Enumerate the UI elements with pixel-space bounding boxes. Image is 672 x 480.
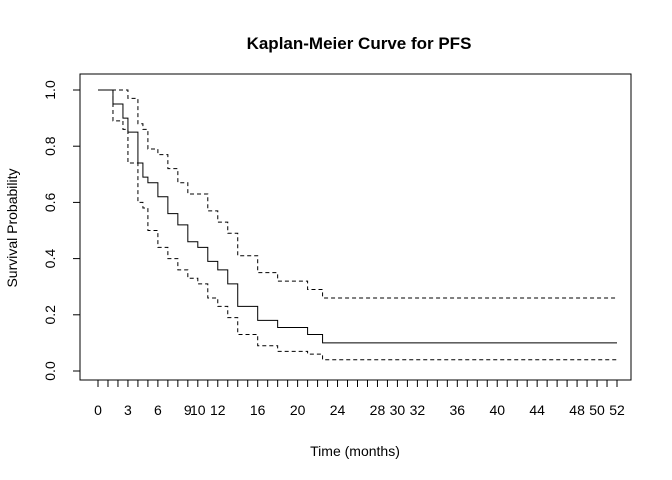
x-tick-label: 36 (450, 402, 466, 418)
y-axis-label: Survival Probability (4, 168, 20, 287)
y-tick-label: 1.0 (42, 80, 58, 100)
survival-curve (98, 89, 617, 344)
curves-layer (98, 89, 617, 361)
confidence-band-curve-1 (98, 89, 617, 299)
y-tick-label: 0.8 (42, 136, 58, 156)
y-tick-label: 0.0 (42, 361, 58, 381)
x-tick-label: 32 (410, 402, 426, 418)
y-tick-label: 0.4 (42, 249, 58, 269)
x-axis: 0 3 6 910 12 16 20 24 28 30 32 36 40 44 48 50 52 (94, 379, 625, 418)
x-tick-label: 9 (184, 402, 192, 418)
x-tick-label: 3 (124, 402, 132, 418)
x-tick-label: 28 (370, 402, 386, 418)
x-tick-label: 10 (190, 402, 206, 418)
plot-area-frame (79, 73, 632, 381)
y-tick-label: 0.2 (42, 305, 58, 325)
y-axis: 0.0 0.2 0.4 0.6 0.8 1.0 (42, 80, 81, 381)
x-tick-label: 0 (94, 402, 102, 418)
x-tick-label: 6 (154, 402, 162, 418)
x-tick-label: 50 (589, 402, 605, 418)
x-tick-label: 24 (330, 402, 346, 418)
x-tick-label: 20 (290, 402, 306, 418)
x-tick-label: 44 (529, 402, 545, 418)
x-tick-label: 16 (250, 402, 266, 418)
x-tick-label: 48 (569, 402, 585, 418)
confidence-band-curve-2 (98, 89, 617, 361)
x-axis-label: Time (months) (310, 443, 400, 459)
x-tick-label: 52 (609, 402, 625, 418)
x-tick-label: 40 (489, 402, 505, 418)
x-tick-label: 12 (210, 402, 226, 418)
chart-title: Kaplan-Meier Curve for PFS (247, 34, 472, 53)
x-tick-label: 30 (390, 402, 406, 418)
y-tick-label: 0.6 (42, 192, 58, 212)
